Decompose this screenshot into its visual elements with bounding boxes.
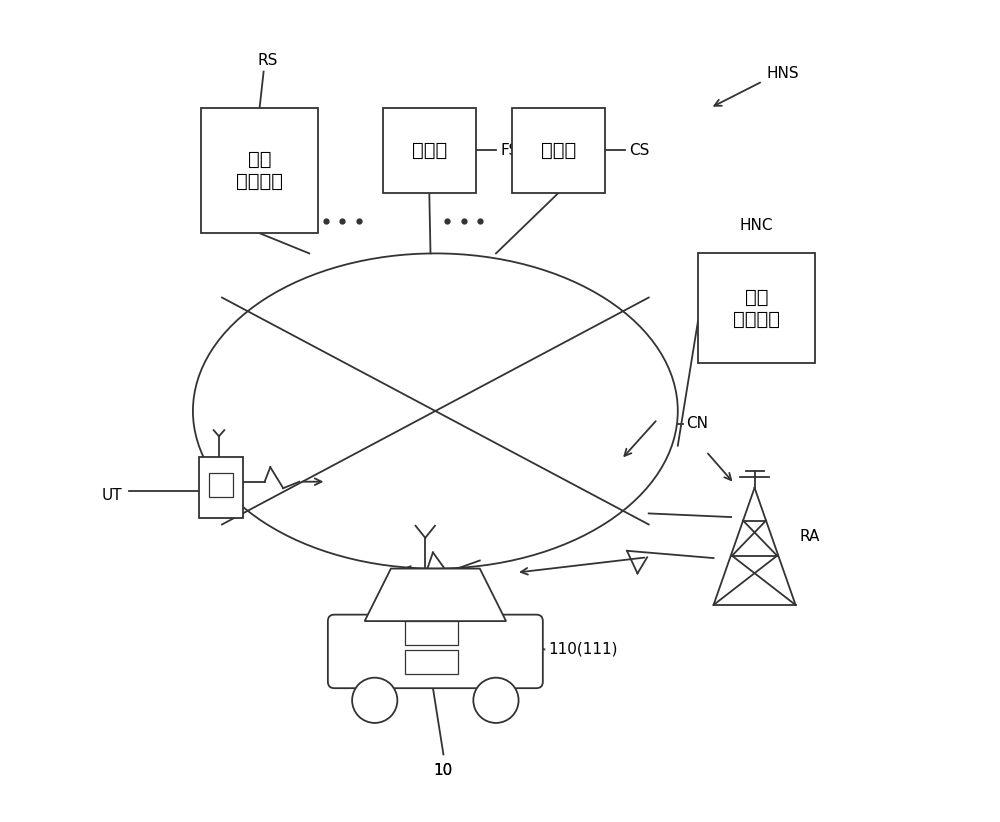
Text: 110(111): 110(111)	[548, 642, 618, 657]
Text: CN: CN	[686, 416, 708, 431]
Text: HNC: HNC	[740, 218, 773, 233]
Bar	[209, 473, 233, 496]
Bar	[405, 621, 458, 645]
Text: FS: FS	[500, 143, 518, 158]
Text: 10: 10	[434, 763, 453, 778]
Bar	[405, 650, 458, 674]
Text: RS: RS	[257, 53, 278, 67]
Text: 道路
管理公司: 道路 管理公司	[236, 150, 283, 191]
Text: UT: UT	[102, 488, 123, 503]
Circle shape	[473, 677, 519, 723]
Bar	[383, 108, 476, 193]
Text: 帮助
网络中心: 帮助 网络中心	[733, 288, 780, 329]
Circle shape	[352, 677, 397, 723]
Text: 警察局: 警察局	[541, 141, 576, 160]
Text: CS: CS	[629, 143, 650, 158]
Bar	[698, 253, 815, 363]
FancyBboxPatch shape	[328, 615, 543, 688]
Text: 10: 10	[434, 763, 453, 778]
Bar	[201, 108, 318, 233]
Bar	[199, 458, 243, 518]
Text: HNS: HNS	[767, 66, 799, 81]
Text: RA: RA	[799, 529, 819, 544]
Text: 消防局: 消防局	[412, 141, 447, 160]
Polygon shape	[365, 569, 506, 621]
Bar	[512, 108, 605, 193]
